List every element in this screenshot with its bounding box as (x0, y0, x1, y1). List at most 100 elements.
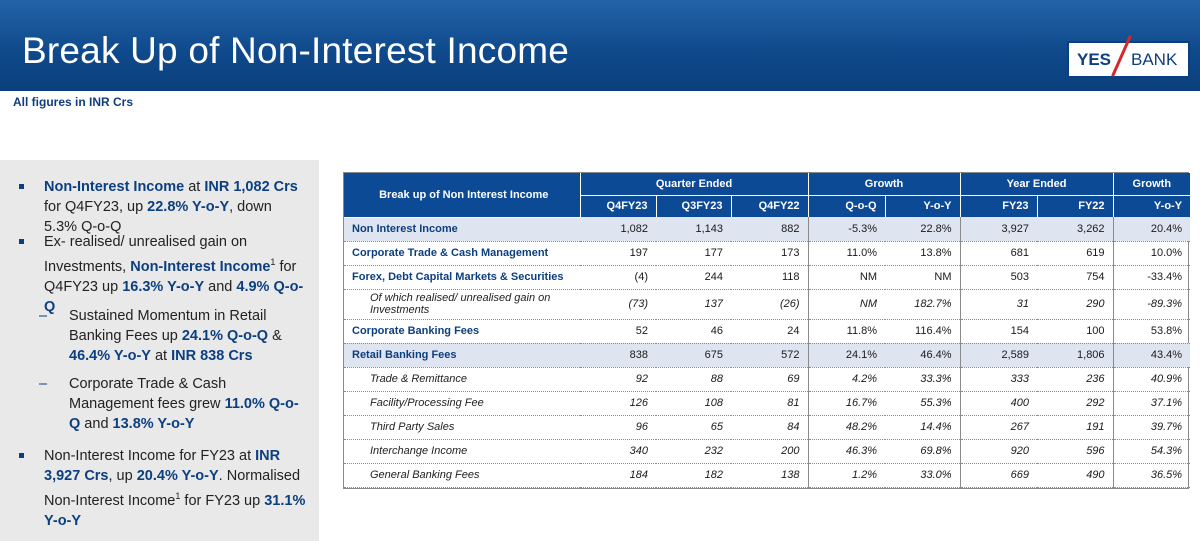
table-cell: 675 (656, 343, 731, 368)
table-cell: 619 (1037, 241, 1114, 266)
table-cell: 96 (580, 415, 656, 440)
bullet-text: Non-Interest Income (44, 179, 185, 195)
table-row: Non Interest Income 1,082 1,143 882 -5.3% 22.… (344, 217, 1191, 242)
column-header: Y-o-Y (884, 195, 961, 217)
table-title-header: Break up of Non Interest Income (344, 173, 580, 218)
table-cell: 400 (959, 391, 1038, 416)
table-cell: 126 (580, 391, 656, 416)
table-cell: 36.5% (1112, 463, 1191, 488)
column-header: Q4FY22 (730, 195, 809, 217)
table-row: Facility/Processing Fee 126 108 81 16.7% 55.3… (344, 391, 1191, 416)
bullet-text: and (80, 416, 113, 432)
row-label: Non Interest Income (344, 217, 580, 242)
table-cell: 43.4% (1112, 343, 1191, 368)
table-cell: 10.0% (1112, 241, 1191, 266)
yes-bank-logo: YES BANK (1067, 35, 1190, 78)
table-cell: 173 (731, 241, 809, 266)
table-cell: 108 (656, 391, 731, 416)
table-cell: 46.4% (885, 343, 961, 368)
table-cell: 267 (959, 415, 1038, 440)
bullet-text: 24.1% Q-o-Q (181, 328, 269, 344)
table-cell: 116.4% (885, 319, 961, 344)
table-cell: 838 (580, 343, 656, 368)
table-cell: 572 (731, 343, 809, 368)
table-cell: 290 (1037, 289, 1114, 320)
bullet-text: Ex- realised/ unrealised gain on Investm… (44, 234, 248, 275)
bullet-text: and (204, 278, 237, 295)
summary-panel: Non-Interest Income at INR 1,082 Crs for… (0, 160, 319, 541)
table-cell: 137 (656, 289, 731, 320)
dash-icon: – (39, 376, 48, 392)
page-title: Break Up of Non-Interest Income (22, 30, 570, 71)
header-banner: Break Up of Non-Interest Income YES BANK (0, 0, 1200, 91)
table-cell: 13.8% (885, 241, 961, 266)
table-cell: 503 (959, 265, 1038, 290)
table-cell: 46 (656, 319, 731, 344)
table-cell: 11.0% (807, 241, 886, 266)
row-label: Corporate Trade & Cash Management (344, 241, 580, 266)
row-label: Retail Banking Fees (344, 343, 580, 368)
table-cell: (73) (580, 289, 656, 320)
table-row: Corporate Trade & Cash Management 197 177 1… (344, 241, 1191, 266)
bullet-text: INR 838 Crs (171, 348, 253, 364)
table-cell: 138 (731, 463, 809, 488)
bullet-text: 13.8% Y-o-Y (112, 416, 195, 432)
table-cell: 191 (1037, 415, 1114, 440)
table-row: Forex, Debt Capital Markets & Securities… (344, 265, 1191, 290)
bullet-text: Non-Interest Income for FY23 at (44, 448, 256, 464)
column-header: FY22 (1036, 195, 1114, 217)
table-cell: 3,927 (959, 217, 1038, 242)
table-cell: (4) (580, 265, 656, 290)
row-label: Third Party Sales (344, 415, 580, 440)
row-label: Forex, Debt Capital Markets & Securities (344, 265, 580, 290)
table-cell: 14.4% (885, 415, 961, 440)
table-cell: -89.3% (1112, 289, 1191, 320)
column-header: FY23 (959, 195, 1038, 217)
table-cell: 69 (731, 367, 809, 392)
table-row: Interchange Income 340 232 200 46.3% 69.8% 920… (344, 439, 1191, 464)
bullet-square-icon (19, 239, 24, 244)
table-cell: 1.2% (807, 463, 886, 488)
table-cell: 184 (580, 463, 656, 488)
group-header-growth: Growth (807, 173, 961, 196)
column-header: Q-o-Q (807, 195, 886, 217)
table-cell: 92 (580, 367, 656, 392)
table-cell: 197 (580, 241, 656, 266)
table-cell: 2,589 (959, 343, 1038, 368)
units-note: All figures in INR Crs (13, 95, 134, 109)
bullet-text: , down 5.3% Q-o-Q (44, 199, 272, 235)
table-cell: 24.1% (807, 343, 886, 368)
table-cell: 596 (1037, 439, 1114, 464)
table-cell: (26) (731, 289, 809, 320)
table-cell: NM (885, 265, 961, 290)
bullet-text: INR 1,082 Crs (204, 179, 298, 195)
table-cell: 33.0% (885, 463, 961, 488)
bullet-text: for FY23 up (180, 492, 265, 509)
sub-bullet-retail-fees: – Sustained Momentum in Retail Banking Fe… (39, 306, 309, 366)
table-cell: 100 (1037, 319, 1114, 344)
table-cell: 40.9% (1112, 367, 1191, 392)
table-cell: 37.1% (1112, 391, 1191, 416)
table-cell: -5.3% (807, 217, 886, 242)
table-cell: 882 (731, 217, 809, 242)
table-cell: 33.3% (885, 367, 961, 392)
table-cell: 182.7% (885, 289, 961, 320)
table-cell: 39.7% (1112, 415, 1191, 440)
table-cell: 16.7% (807, 391, 886, 416)
table-cell: 1,082 (580, 217, 656, 242)
table-cell: -33.4% (1112, 265, 1191, 290)
table-cell: 118 (731, 265, 809, 290)
group-header-quarter: Quarter Ended (579, 173, 809, 196)
table-cell: 69.8% (885, 439, 961, 464)
table-cell: 52 (580, 319, 656, 344)
table-cell: NM (807, 289, 886, 320)
table-row: Third Party Sales 96 65 84 48.2% 14.4% 267 191 3… (344, 415, 1191, 440)
bullet-square-icon (19, 184, 24, 189)
row-label: Facility/Processing Fee (344, 391, 580, 416)
income-table: Break up of Non Interest Income Quarter … (343, 172, 1191, 489)
table-cell: 55.3% (885, 391, 961, 416)
table-cell: 88 (656, 367, 731, 392)
table-cell: 3,262 (1037, 217, 1114, 242)
bullet-ex-gain: Ex- realised/ unrealised gain on Investm… (19, 232, 306, 317)
table-cell: 154 (959, 319, 1038, 344)
